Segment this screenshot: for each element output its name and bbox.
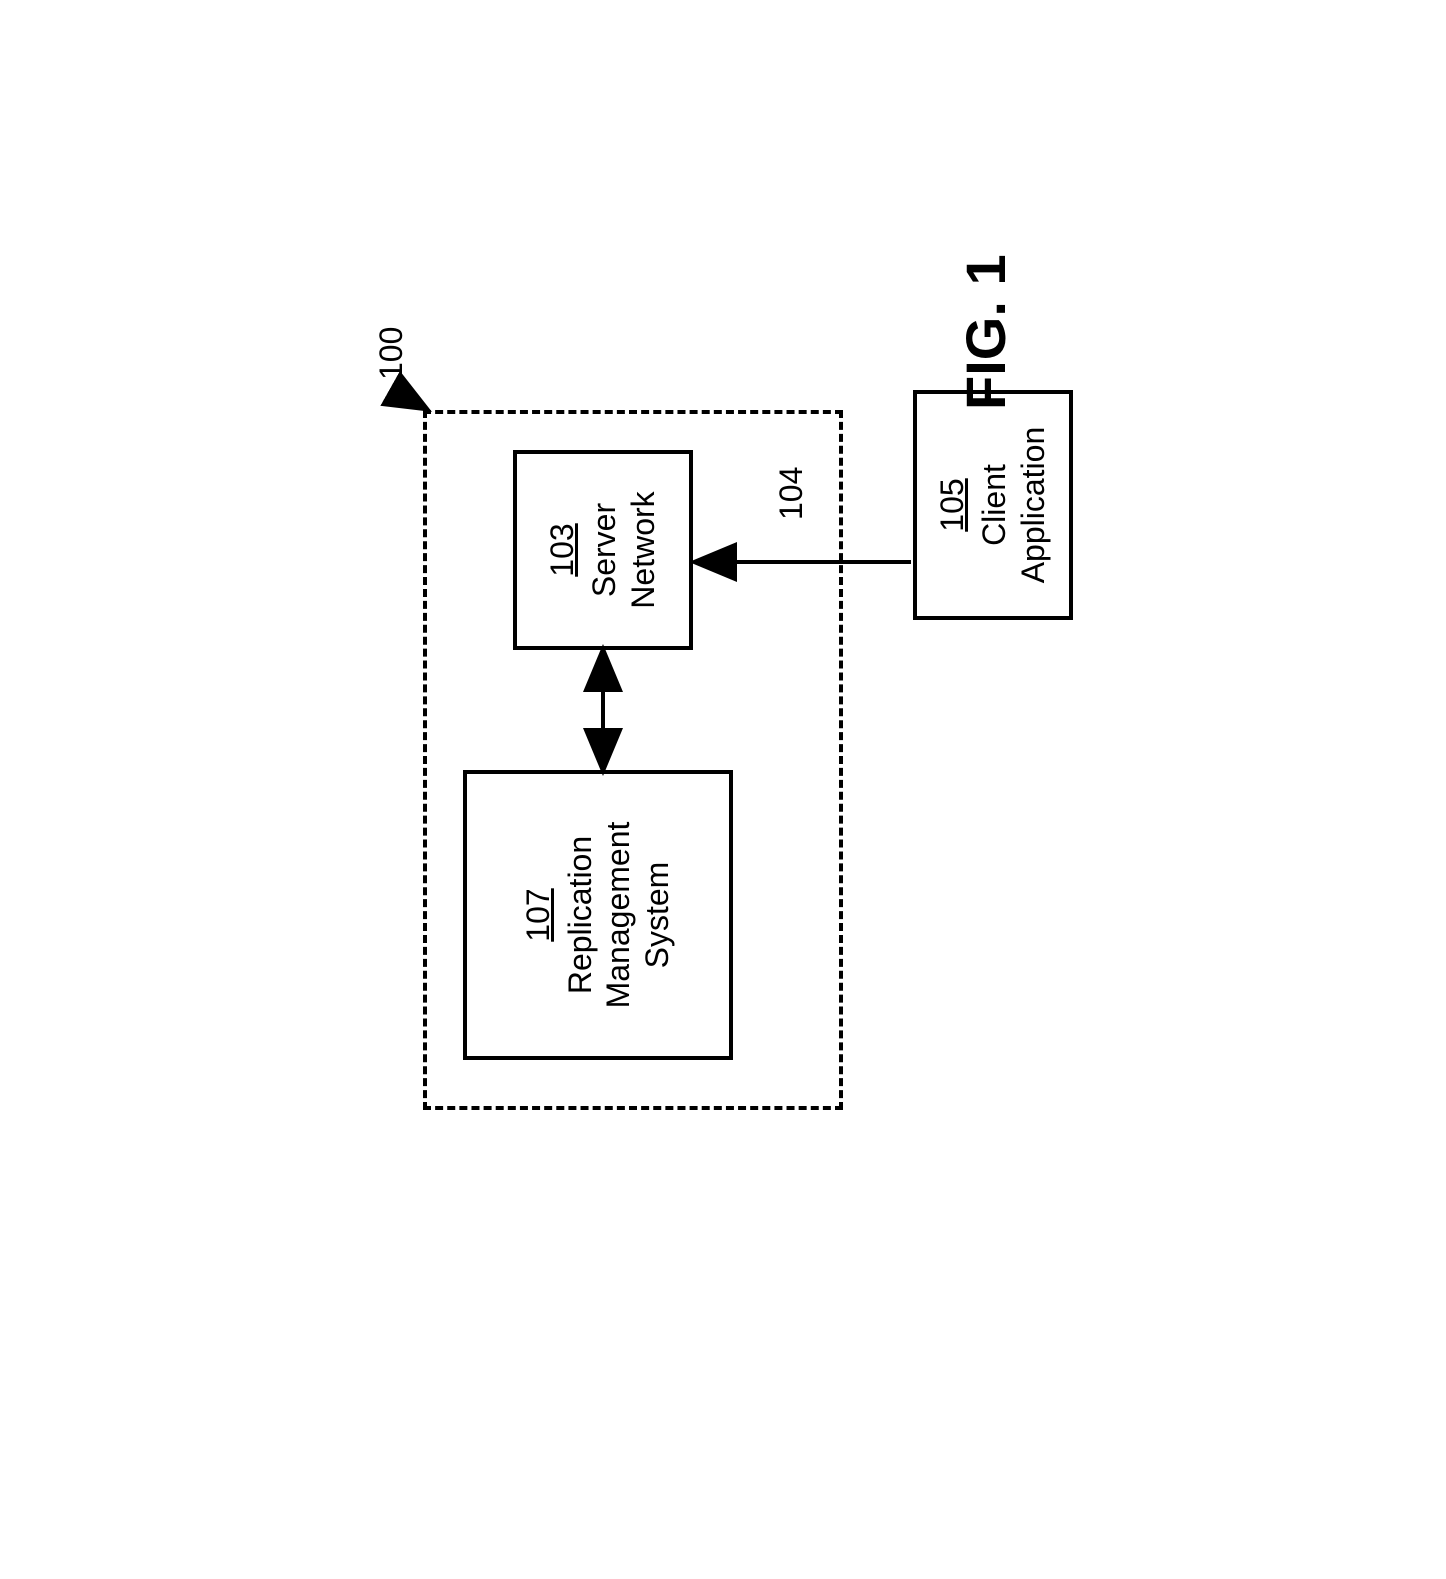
client-application-box: 105 ClientApplication — [913, 390, 1073, 620]
system-ref-label: 100 — [373, 326, 410, 379]
box-id: 103 — [544, 523, 581, 576]
arrow-system-ref — [393, 390, 425, 408]
box-label: ClientApplication — [975, 426, 1052, 583]
box-label: ReplicationManagementSystem — [561, 821, 676, 1008]
box-id: 107 — [520, 888, 557, 941]
box-id: 105 — [934, 478, 971, 531]
server-network-box: 103 ServerNetwork — [513, 450, 693, 650]
replication-management-box: 107 ReplicationManagementSystem — [463, 770, 733, 1060]
edge-ref-label: 104 — [773, 466, 810, 519]
figure-caption: FIG. 1 — [953, 254, 1018, 410]
diagram-container: 107 ReplicationManagementSystem 103 Serv… — [273, 190, 1173, 1390]
box-label: ServerNetwork — [585, 491, 662, 608]
